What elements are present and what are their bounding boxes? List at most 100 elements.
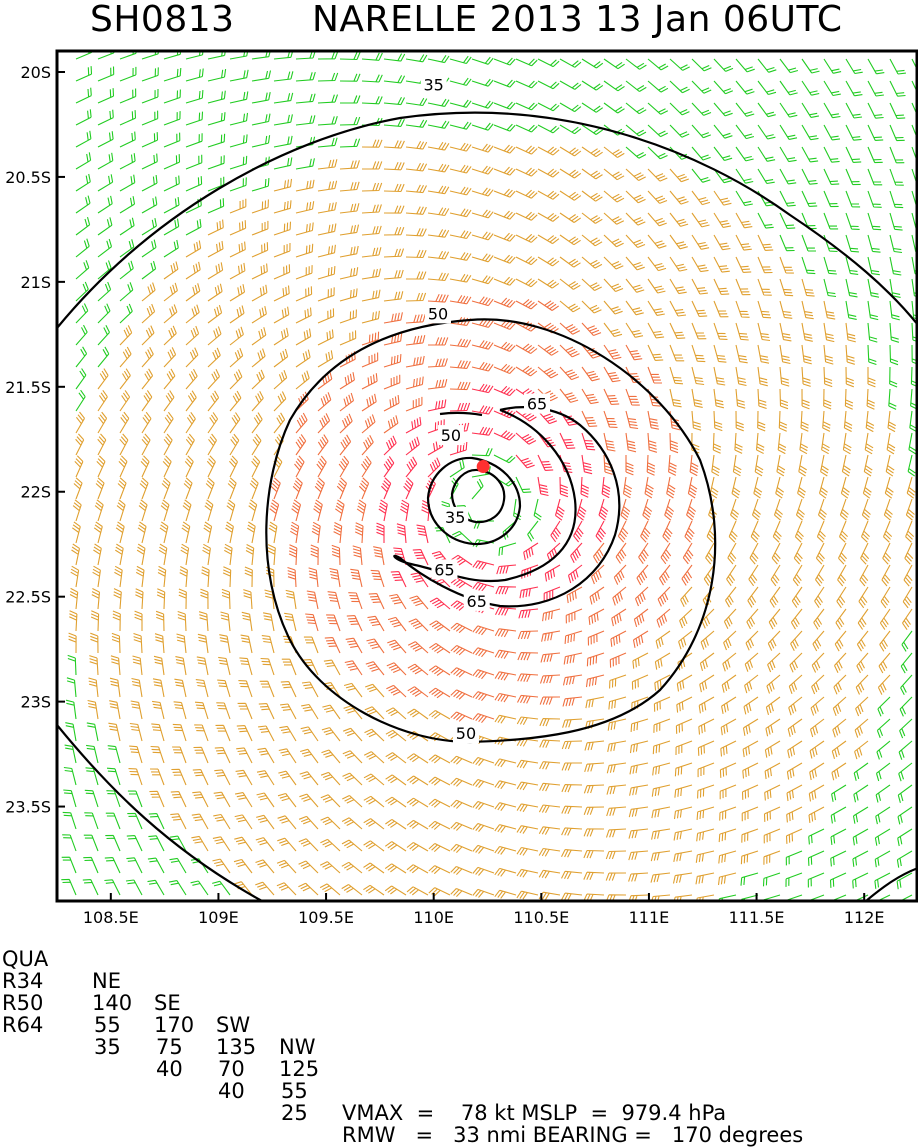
wind-barb [517, 694, 539, 704]
wind-barb [903, 564, 913, 587]
wind-barb [405, 313, 426, 324]
wind-barb [823, 300, 836, 320]
wind-barb [472, 625, 495, 636]
wind-barb [669, 278, 687, 295]
wind-barb [749, 542, 759, 565]
wind-barb [830, 850, 847, 867]
lat-tick-label: 21S [20, 273, 51, 292]
wind-barb [837, 564, 847, 587]
wind-barb [428, 843, 451, 853]
wind-barb [889, 344, 899, 366]
contour-label-bg [437, 425, 464, 446]
wind-barb [867, 190, 882, 208]
wind-barb [290, 521, 300, 544]
wind-barb [97, 152, 114, 170]
row-label: R34 [2, 969, 44, 993]
wind-barb [427, 229, 450, 238]
wind-barb [104, 857, 121, 874]
wind-barb [609, 674, 627, 689]
map-frame [55, 49, 918, 903]
wind-barb [823, 234, 838, 253]
wind-barb [409, 595, 429, 610]
wind-barb [449, 186, 472, 196]
wind-barb [581, 454, 593, 475]
wind-barb [823, 124, 841, 141]
wind-barb [427, 250, 450, 260]
wind-barb [897, 784, 913, 803]
wind-barb [421, 500, 431, 522]
wind-barb [61, 878, 77, 896]
wind-barb [229, 198, 247, 214]
wind-barb [809, 740, 825, 759]
row-value-nw: 55 [281, 1079, 308, 1103]
wind-barb [723, 630, 737, 651]
wind-barb [429, 642, 451, 654]
wind-barb [801, 190, 818, 207]
wind-barb [842, 432, 852, 455]
wind-barb [229, 134, 248, 148]
wind-barb [691, 190, 711, 206]
wind-barb [735, 344, 748, 364]
wind-barb [258, 725, 275, 742]
wind-barb [836, 586, 847, 609]
wind-barb [768, 608, 781, 630]
wind-barb [905, 520, 915, 543]
wind-barb [493, 79, 516, 88]
contour-65-spiral [393, 406, 621, 608]
wind-barb [581, 80, 604, 91]
wind-barb [742, 740, 759, 758]
wind-barb [515, 211, 538, 221]
wind-barb [147, 879, 165, 896]
wind-barb [383, 333, 403, 346]
wind-barb [406, 819, 429, 830]
wind-barb [251, 369, 265, 390]
wind-barb [628, 894, 649, 901]
wind-barb [585, 674, 605, 688]
wind-barb [537, 212, 560, 222]
wind-barb [190, 880, 209, 896]
lon-tick-label: 108.5E [83, 908, 139, 927]
wind-barb [405, 54, 428, 63]
wind-barb [607, 718, 627, 731]
wind-barb [86, 744, 99, 764]
wind-barb [697, 762, 715, 778]
wind-barb [383, 183, 405, 193]
wind-barb [75, 281, 89, 302]
wind-barb [66, 677, 77, 698]
wind-barb [516, 825, 539, 834]
wind-barb [801, 146, 819, 163]
wind-barb [261, 635, 275, 654]
wind-barb [116, 499, 126, 522]
wind-barb [207, 155, 225, 170]
wind-barb [518, 608, 539, 619]
wind-barb [71, 521, 81, 544]
wind-barb [341, 884, 363, 896]
wind-barb [323, 659, 341, 676]
wind-barb [428, 687, 451, 699]
wind-barb [295, 93, 316, 104]
wind-barb [539, 782, 561, 792]
wind-barb [305, 613, 319, 632]
wind-barb [713, 168, 732, 184]
wind-barb [559, 410, 578, 426]
wind-barb [711, 454, 720, 477]
wind-barb [613, 564, 627, 585]
wind-barb [153, 655, 165, 676]
wind-barb [295, 222, 314, 236]
wind-barb [327, 591, 341, 610]
wind-barbs-layer [61, 51, 918, 901]
wind-barb [897, 806, 913, 825]
lat-tick-label: 23S [20, 693, 51, 712]
wind-barb [97, 109, 114, 126]
wind-barb [606, 784, 627, 795]
wind-barb [559, 300, 581, 313]
wind-barb [155, 610, 165, 632]
wind-barb [471, 56, 494, 65]
wind-barb [713, 234, 731, 251]
wind-barb [346, 615, 363, 632]
wind-barb [229, 112, 249, 126]
wind-barb [745, 630, 759, 651]
wind-barb [141, 411, 152, 434]
wind-barb [390, 571, 407, 588]
wind-barb [853, 762, 869, 781]
